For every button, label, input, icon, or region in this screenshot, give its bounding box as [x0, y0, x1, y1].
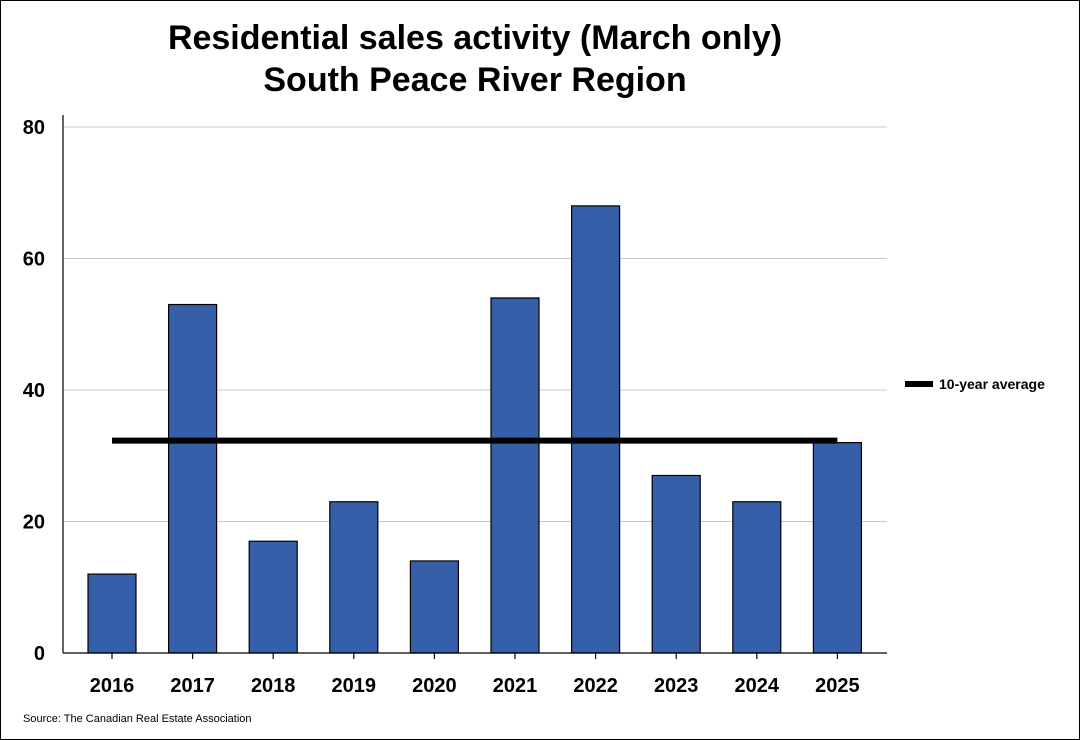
- x-tick-label: 2023: [654, 675, 699, 697]
- source-note: Source: The Canadian Real Estate Associa…: [23, 713, 252, 725]
- legend: 10-year average: [905, 376, 1045, 392]
- x-tick-label: 2022: [573, 675, 618, 697]
- x-tick-label: 2020: [412, 675, 457, 697]
- x-tick-label: 2025: [815, 675, 860, 697]
- bar-2016: [87, 573, 137, 654]
- chart-title-line-2: South Peace River Region: [263, 61, 687, 99]
- bar-2017: [168, 303, 218, 654]
- legend-label: 10-year average: [939, 376, 1045, 392]
- x-tick-label: 2019: [332, 675, 377, 697]
- x-tick-label: 2016: [90, 675, 135, 697]
- x-tick-label: 2017: [170, 675, 215, 697]
- y-tick-label: 60: [23, 249, 45, 271]
- y-tick-label: 40: [23, 380, 45, 402]
- bar-2018: [248, 540, 298, 654]
- chart-title-line-1: Residential sales activity (March only): [167, 19, 783, 57]
- bar-2025: [812, 442, 863, 654]
- x-tick-label: 2018: [251, 675, 296, 697]
- x-tick-labels: 2016 2017 2018 2019 2020 2021 2022 2023 2024 2025: [90, 675, 860, 697]
- bar-2022: [570, 205, 621, 654]
- bar-2024: [732, 501, 782, 654]
- bar-2019: [329, 501, 379, 654]
- chart-title: Residential sales activity (March only) …: [1, 17, 949, 101]
- y-tick-label: 0: [34, 643, 45, 665]
- y-tick-label: 20: [23, 512, 45, 534]
- bars: [87, 205, 863, 654]
- y-tick-label: 80: [23, 117, 45, 139]
- x-tick-label: 2024: [735, 675, 780, 697]
- bar-2021: [490, 297, 540, 654]
- bar-2020: [409, 560, 459, 654]
- axes: [62, 115, 887, 659]
- y-tick-labels: 0 20 40 60 80: [23, 117, 45, 665]
- x-tick-label: 2021: [493, 675, 538, 697]
- bar-2023: [651, 474, 701, 654]
